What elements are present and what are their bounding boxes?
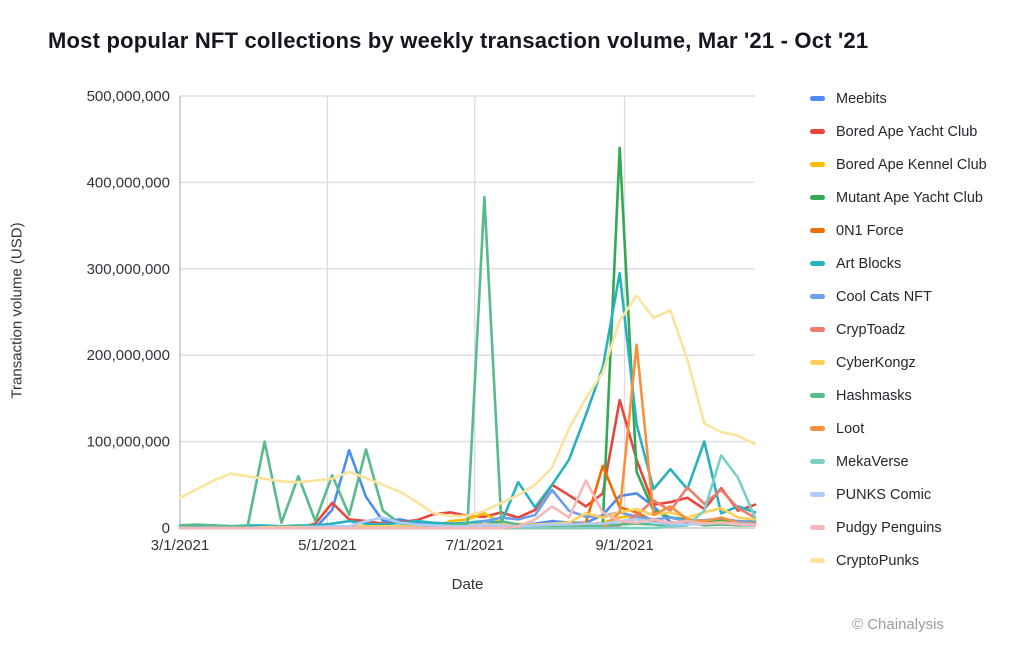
y-axis-title: Transaction volume (USD) [8,222,26,399]
legend-label: Bored Ape Kennel Club [836,156,987,173]
series-line-0n1-force [178,464,757,530]
legend-item-0n1-force: 0N1 Force [810,214,1020,247]
series-line-pudgy-penguins [178,479,757,530]
legend-swatch-icon [810,162,825,167]
x-tick-label: 3/1/2021 [151,537,209,554]
legend: Meebits Bored Ape Yacht Club Bored Ape Ken… [810,82,1020,577]
legend-item-mutant-ape-yacht-club: Mutant Ape Yacht Club [810,181,1020,214]
attribution-text: © Chainalysis [852,616,944,633]
legend-swatch-icon [810,492,825,497]
legend-swatch-icon [810,459,825,464]
y-tick-label: 0 [162,520,170,537]
legend-label: Meebits [836,90,887,107]
legend-label: Pudgy Penguins [836,519,942,536]
y-tick-label: 400,000,000 [87,174,170,191]
legend-label: MekaVerse [836,453,909,470]
legend-item-loot: Loot [810,412,1020,445]
legend-swatch-icon [810,195,825,200]
legend-swatch-icon [810,393,825,398]
legend-item-art-blocks: Art Blocks [810,247,1020,280]
legend-label: Loot [836,420,865,437]
legend-swatch-icon [810,294,825,299]
legend-item-cryptoadz: CrypToadz [810,313,1020,346]
series-line-cyberkongz [178,506,757,530]
legend-swatch-icon [810,525,825,530]
series-line-cryptoadz [178,486,757,530]
x-tick-label: 5/1/2021 [298,537,356,554]
legend-label: Cool Cats NFT [836,288,932,305]
series-line-bored-ape-kennel-club [178,511,757,530]
x-tick-label: 9/1/2021 [595,537,653,554]
series-line-punks-comic [178,516,757,530]
legend-label: CyberKongz [836,354,916,371]
legend-item-bored-ape-kennel-club: Bored Ape Kennel Club [810,148,1020,181]
legend-item-cool-cats-nft: Cool Cats NFT [810,280,1020,313]
legend-swatch-icon [810,426,825,431]
legend-label: CrypToadz [836,321,906,338]
legend-swatch-icon [810,129,825,134]
legend-item-cryptopunks: CryptoPunks [810,544,1020,577]
series-line-mutant-ape-yacht-club [178,146,757,530]
legend-label: Mutant Ape Yacht Club [836,189,983,206]
legend-label: Art Blocks [836,255,902,272]
y-tick-label: 200,000,000 [87,347,170,364]
x-tick-label: 7/1/2021 [446,537,504,554]
legend-swatch-icon [810,261,825,266]
y-tick-label: 300,000,000 [87,261,170,278]
legend-item-bored-ape-yacht-club: Bored Ape Yacht Club [810,115,1020,148]
series-line-meebits [178,448,757,530]
legend-swatch-icon [810,228,825,233]
legend-label: 0N1 Force [836,222,904,239]
chart-title: Most popular NFT collections by weekly t… [48,28,869,53]
legend-label: CryptoPunks [836,552,920,569]
legend-swatch-icon [810,327,825,332]
series-line-cryptopunks [178,294,757,518]
series-line-art-blocks [178,271,757,528]
y-tick-label: 100,000,000 [87,434,170,451]
legend-item-pudgy-penguins: Pudgy Penguins [810,511,1020,544]
series-line-loot [178,343,757,530]
x-axis-title: Date [451,576,484,593]
series-line-cool-cats-nft [178,488,757,530]
series-line-mekaverse [178,454,757,530]
legend-item-hashmasks: Hashmasks [810,379,1020,412]
series-line-hashmasks [178,195,757,528]
legend-label: PUNKS Comic [836,486,932,503]
series-line-bored-ape-yacht-club [178,398,757,530]
legend-item-mekaverse: MekaVerse [810,445,1020,478]
legend-label: Bored Ape Yacht Club [836,123,978,140]
legend-item-meebits: Meebits [810,82,1020,115]
legend-item-cyberkongz: CyberKongz [810,346,1020,379]
y-tick-label: 500,000,000 [87,88,170,105]
legend-item-punks-comic: PUNKS Comic [810,478,1020,511]
legend-swatch-icon [810,360,825,365]
legend-swatch-icon [810,558,825,563]
legend-swatch-icon [810,96,825,101]
legend-label: Hashmasks [836,387,912,404]
